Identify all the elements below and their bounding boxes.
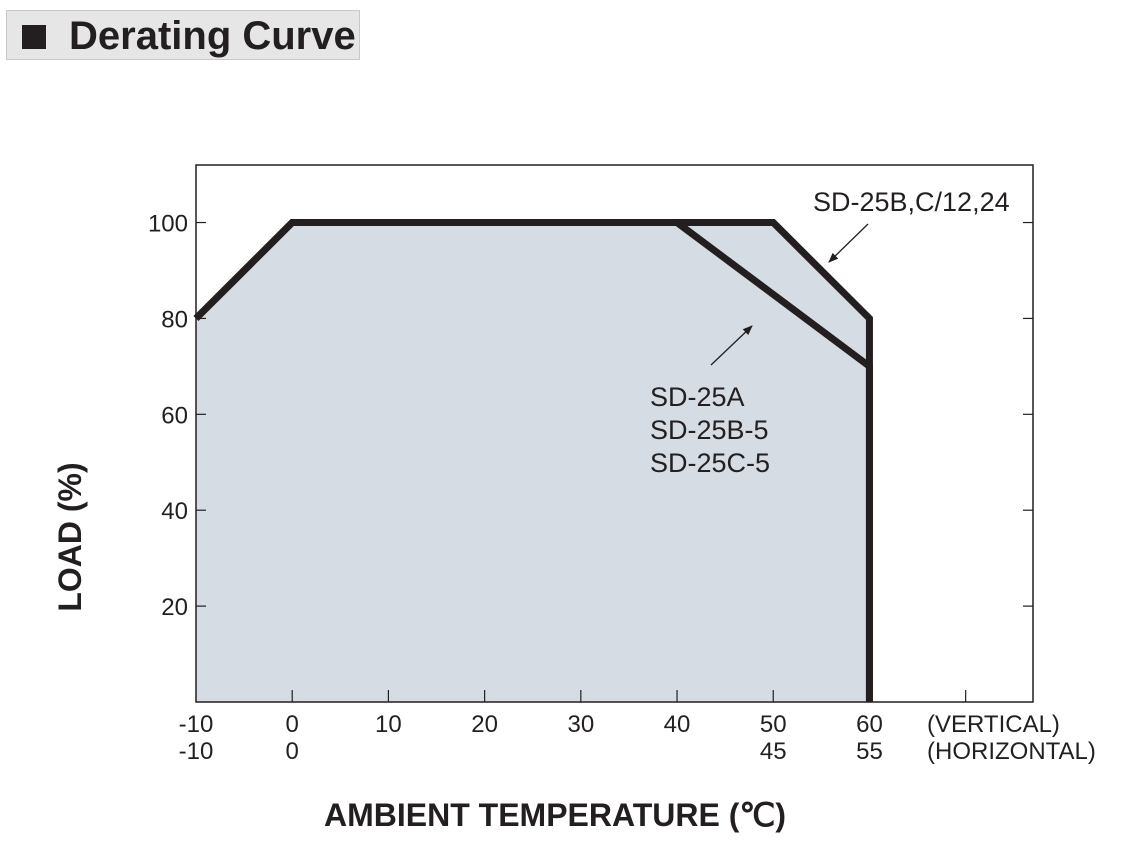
x-tick-label: 40 xyxy=(664,711,691,738)
annotation-arrow xyxy=(828,223,869,263)
x-tick-label: 0 xyxy=(286,711,299,738)
x-tick-label: 30 xyxy=(567,711,594,738)
annotation-arrow xyxy=(710,325,753,366)
y-tick-label: 80 xyxy=(161,306,188,333)
x-tick-label: 20 xyxy=(471,711,498,738)
plot-frame xyxy=(195,164,1034,703)
tick-marks xyxy=(196,221,1033,702)
x-tick-label: 45 xyxy=(760,738,787,765)
annotation-label: SD-25B,C/12,24 xyxy=(813,187,1010,217)
x-tick-label: 0 xyxy=(286,738,299,765)
x-axis-title: AMBIENT TEMPERATURE (℃) xyxy=(324,797,786,833)
y-tick-label: 60 xyxy=(161,402,188,429)
x-tick-row-name: (HORIZONTAL) xyxy=(927,738,1096,765)
x-tick-label: 60 xyxy=(856,711,883,738)
derating-curves xyxy=(193,219,873,702)
x-tick-label: 55 xyxy=(856,738,883,765)
x-tick-label: -10 xyxy=(179,738,214,765)
annotation-label: SD-25A xyxy=(650,382,745,412)
y-tick-labels: 20 40 60 80 100 xyxy=(148,211,188,622)
safe-operating-area xyxy=(196,222,870,703)
x-tick-labels: -10 0 10 20 30 40 50 60 (VERTICAL) -10 0 45 55 (HORIZ… xyxy=(179,711,1096,765)
page-title: Derating Curve xyxy=(69,14,356,58)
derating-curve-2 xyxy=(193,219,873,702)
y-tick-label: 100 xyxy=(148,211,188,238)
annotation-label: SD-25B-5 xyxy=(650,415,769,445)
title-banner: Derating Curve xyxy=(6,10,360,60)
x-tick-label: 10 xyxy=(375,711,402,738)
x-tick-label: -10 xyxy=(179,711,214,738)
annotation-label: SD-25C-5 xyxy=(650,448,770,478)
y-tick-label: 20 xyxy=(161,594,188,621)
y-axis-title: LOAD (%) xyxy=(52,462,88,611)
x-tick-row-name: (VERTICAL) xyxy=(927,711,1060,738)
y-tick-label: 40 xyxy=(161,498,188,525)
title-bullet-icon xyxy=(22,25,46,49)
x-tick-label: 50 xyxy=(760,711,787,738)
